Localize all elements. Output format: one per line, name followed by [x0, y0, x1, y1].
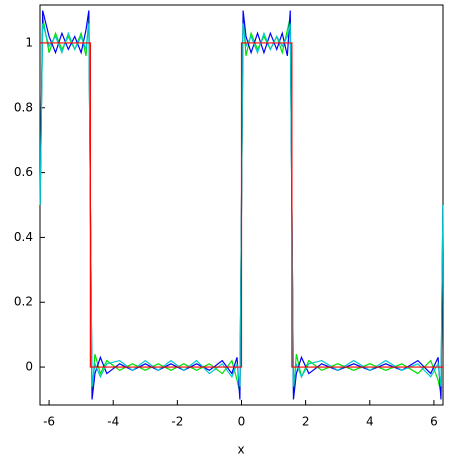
- series-line: [39, 23, 444, 387]
- x-axis-label: x: [237, 443, 244, 457]
- y-tick-label: 1: [25, 35, 33, 49]
- x-tick-label: -4: [107, 415, 119, 429]
- series-line: [40, 42, 443, 368]
- y-tick-label: 0: [25, 360, 33, 374]
- x-tick-label: 2: [302, 415, 310, 429]
- y-tick-label: 0.6: [14, 165, 33, 179]
- x-tick-label: 4: [366, 415, 374, 429]
- x-tick-label: -2: [171, 415, 183, 429]
- y-tick-label: 0.2: [14, 295, 33, 309]
- y-tick-label: 0.4: [14, 230, 33, 244]
- y-tick-label: 0.8: [14, 100, 33, 114]
- x-tick-label: 0: [238, 415, 246, 429]
- x-tick-label: -6: [43, 415, 55, 429]
- x-tick-label: 6: [430, 415, 438, 429]
